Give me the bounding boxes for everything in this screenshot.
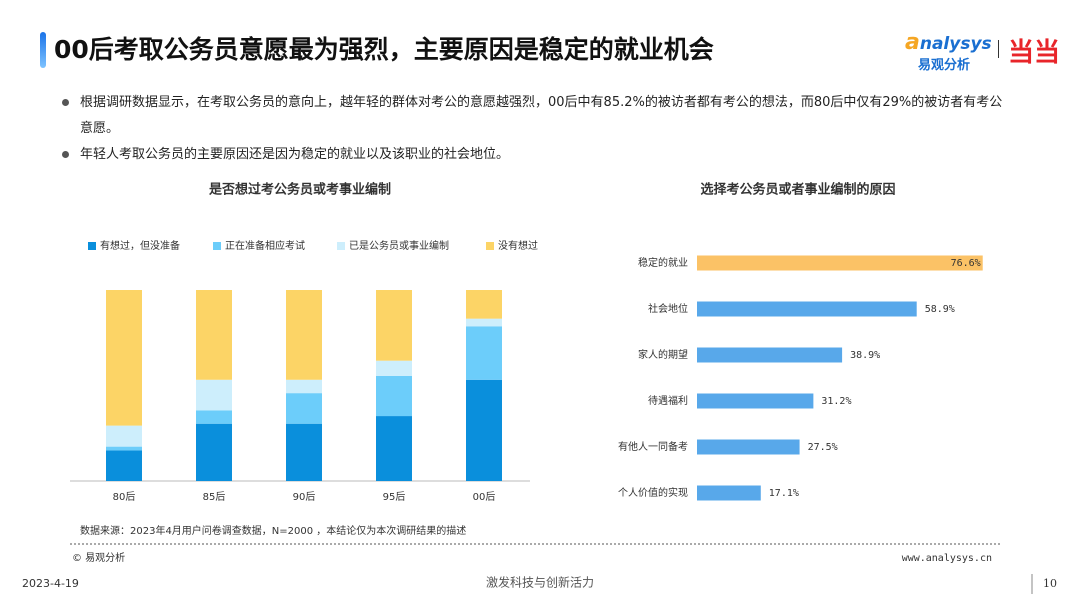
value-label: 17.1%	[769, 488, 799, 499]
value-label: 76.6%	[951, 258, 981, 269]
website: www.analysys.cn	[902, 553, 992, 564]
y-tick-label: 有他人一同备考	[618, 440, 688, 453]
bar-segment	[376, 290, 412, 361]
bar-segment	[286, 290, 322, 380]
source-note: 数据来源：2023年4月用户问卷调查数据，N=2000 ，本结论仅为本次调研结果…	[80, 524, 466, 537]
x-tick-label: 00后	[473, 491, 496, 503]
legend-swatch	[337, 242, 345, 250]
bar	[697, 393, 814, 409]
bar-segment	[376, 360, 412, 376]
page-number: 10	[1043, 577, 1057, 590]
value-label: 38.9%	[850, 350, 880, 361]
y-tick-label: 稳定的就业	[638, 256, 688, 269]
x-tick-label: 85后	[203, 491, 226, 503]
logo-text: nalysys	[919, 34, 992, 54]
legend-label: 有想过，但没准备	[100, 239, 180, 252]
bar-segment	[376, 375, 412, 417]
bar	[697, 255, 983, 271]
legend-swatch	[486, 242, 494, 250]
bar-segment	[106, 450, 142, 481]
bar-segment	[106, 425, 142, 447]
date: 2023-4-19	[22, 577, 79, 590]
bar-segment	[286, 423, 322, 481]
slogan: 激发科技与创新活力	[486, 575, 594, 590]
bullet: 根据调研数据显示，在考取公务员的意向上，越年轻的群体对考公的意愿越强烈，00后中…	[62, 90, 1012, 142]
bar-segment	[286, 379, 322, 394]
bar-segment	[196, 423, 232, 481]
bar	[697, 439, 800, 455]
chart-title: 选择考公务员或者事业编制的原因	[700, 182, 895, 198]
bar-segment	[376, 416, 412, 481]
value-label: 27.5%	[808, 442, 838, 453]
legend-swatch	[88, 242, 96, 250]
logo-divider	[998, 40, 999, 58]
legend-label: 已是公务员或事业编制	[349, 239, 449, 252]
x-tick-label: 80后	[113, 491, 136, 503]
legend-swatch	[213, 242, 221, 250]
bar	[697, 347, 843, 363]
y-tick-label: 个人价值的实现	[618, 486, 688, 499]
bar-segment	[286, 393, 322, 424]
y-tick-label: 待遇福利	[648, 394, 688, 407]
bar-segment	[466, 290, 502, 319]
bar-segment	[466, 326, 502, 380]
logo: analysys	[905, 30, 992, 55]
legend-label: 没有想过	[498, 239, 538, 252]
chart-title: 是否想过考公务员或考事业编制	[208, 182, 391, 198]
y-tick-label: 家人的期望	[638, 348, 688, 361]
copyright: © 易观分析	[72, 551, 125, 564]
bar	[697, 301, 917, 317]
bar-segment	[466, 318, 502, 327]
bar	[697, 485, 761, 501]
bullet: 年轻人考取公务员的主要原因还是因为稳定的就业以及该职业的社会地位。	[62, 142, 1012, 168]
slide-title: 00后考取公务员意愿最为强烈，主要原因是稳定的就业机会	[54, 35, 714, 64]
bar-segment	[106, 446, 142, 451]
partner-logo: 当当	[1008, 38, 1061, 68]
bar-segment	[196, 410, 232, 424]
x-tick-label: 95后	[383, 491, 406, 503]
bar-segment	[196, 379, 232, 411]
value-label: 31.2%	[821, 396, 851, 407]
bullet-list: 根据调研数据显示，在考取公务员的意向上，越年轻的群体对考公的意愿越强烈，00后中…	[62, 90, 1012, 168]
legend-label: 正在准备相应考试	[225, 239, 305, 252]
bar-segment	[106, 290, 142, 426]
title-accent	[40, 32, 46, 68]
x-tick-label: 90后	[293, 491, 316, 503]
value-label: 58.9%	[925, 304, 955, 315]
y-tick-label: 社会地位	[648, 302, 688, 315]
logo-cn: 易观分析	[918, 58, 971, 73]
bar-segment	[196, 290, 232, 380]
bar-segment	[466, 379, 502, 481]
